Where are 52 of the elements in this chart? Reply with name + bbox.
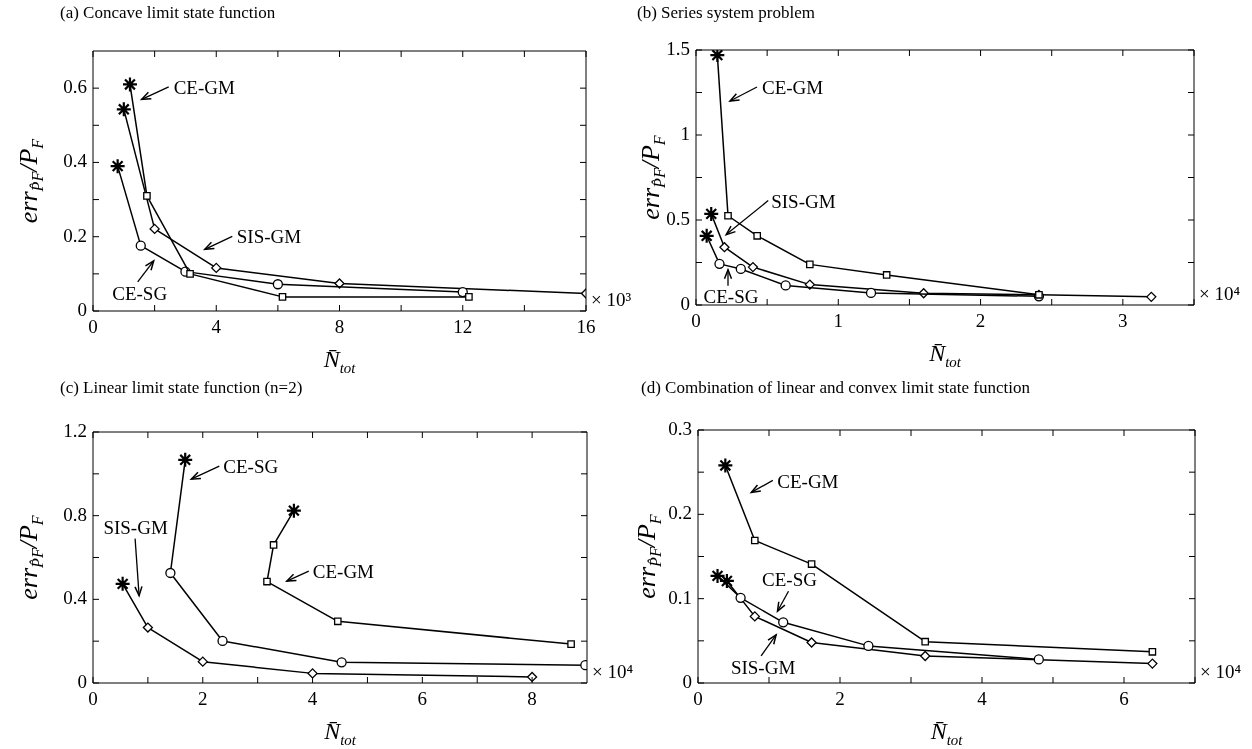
annotation: CE-GM: [762, 76, 824, 98]
x-tick-label: 4: [307, 688, 318, 710]
x-tick-label: 4: [211, 316, 222, 338]
x-tick-label: 3: [1118, 310, 1128, 332]
chart-title: (c) Linear limit state function (n=2): [60, 378, 303, 398]
annotation: SIS-GM: [103, 516, 168, 538]
text: × 10³: [591, 288, 632, 310]
y-tick-label: 0.4: [63, 150, 88, 172]
text: × 10⁴: [1200, 660, 1242, 682]
chart-title: (b) Series system problem: [637, 3, 815, 23]
y-tick-label: 0: [682, 670, 692, 692]
text: × 10⁴: [1199, 282, 1241, 304]
y-tick-label: 0.4: [63, 587, 88, 609]
x-tick-label: 6: [417, 688, 428, 710]
x-tick-label: 8: [527, 688, 537, 710]
annotation: CE-GM: [312, 560, 375, 582]
y-tick-label: 0: [77, 670, 87, 692]
annotation: SIS-GM: [730, 656, 796, 678]
y-tick-label: 0.6: [63, 76, 87, 98]
y-axis-title: errP̂F/PF: [13, 515, 47, 600]
x-tick-label: 16: [576, 316, 596, 338]
y-axis-title: errP̂F/PF: [13, 138, 47, 224]
x-tick-label: 4: [977, 688, 988, 710]
y-tick-label: 0: [680, 292, 690, 314]
x-tick-label: 2: [835, 688, 845, 710]
x-tick-label: 2: [198, 688, 208, 710]
annotation: CE-SG: [703, 285, 759, 307]
y-tick-label: 0.1: [668, 586, 692, 608]
annotation: CE-SG: [112, 282, 168, 304]
y-tick-label: 0.3: [668, 417, 692, 439]
annotation: SIS-GM: [771, 190, 836, 212]
x-tick-label: 12: [453, 316, 473, 338]
annotation: CE-SG: [223, 455, 279, 477]
x-tick-label: 2: [975, 310, 986, 332]
y-tick-label: 0.2: [668, 502, 692, 524]
y-tick-label: 0.2: [63, 224, 87, 246]
y-tick-label: 1: [680, 122, 690, 144]
annotation: CE-SG: [762, 568, 817, 590]
x-tick-label: 8: [334, 316, 345, 338]
annotation: SIS-GM: [236, 225, 302, 247]
y-tick-label: 1.5: [666, 37, 690, 59]
x-tick-label: 6: [1119, 688, 1129, 710]
chart-title: (d) Combination of linear and convex limit state function: [641, 378, 1031, 398]
y-axis-title: errP̂F/PF: [631, 514, 665, 599]
x-tick-label: 1: [833, 310, 844, 332]
annotation: CE-GM: [173, 76, 235, 98]
y-tick-label: 1.2: [63, 419, 87, 441]
annotation: CE-GM: [777, 470, 839, 492]
text: × 10⁴: [592, 660, 634, 682]
chart-title: (a) Concave limit state function: [60, 3, 276, 23]
y-tick-label: 0.8: [63, 503, 87, 525]
y-tick-label: 0.5: [666, 207, 690, 229]
